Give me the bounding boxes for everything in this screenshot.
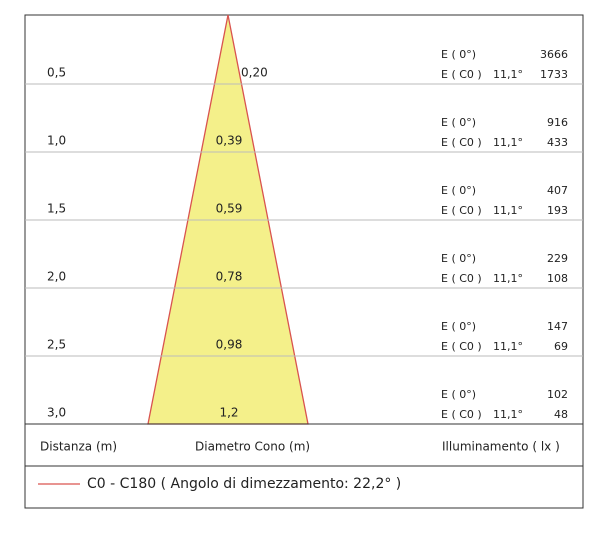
frame bbox=[24, 14, 584, 509]
rows: 0,5 0,20 E ( 0°) 3666 E ( C0 ) 11,1° 1733 1,0 0,… bbox=[25, 48, 583, 421]
footer-label: Diametro Cono (m) bbox=[195, 440, 310, 454]
ec0-label: E ( C0 ) bbox=[441, 272, 482, 285]
e0-label: E ( 0°) bbox=[441, 184, 476, 197]
e0-value: 102 bbox=[547, 388, 568, 401]
e0-value: 916 bbox=[547, 116, 568, 129]
distance: 2,5 bbox=[47, 338, 66, 352]
angle: 11,1° bbox=[493, 408, 523, 421]
e0-label: E ( 0°) bbox=[441, 252, 476, 265]
diameter: 1,2 bbox=[219, 406, 238, 420]
ec0-label: E ( C0 ) bbox=[441, 408, 482, 421]
e0-value: 407 bbox=[547, 184, 568, 197]
footer-label: Distanza (m) bbox=[40, 440, 117, 454]
footer-label: Illuminamento ( lx ) bbox=[442, 440, 560, 454]
e0-value: 3666 bbox=[540, 48, 568, 61]
distance: 1,0 bbox=[47, 134, 66, 148]
distance: 0,5 bbox=[47, 66, 66, 80]
angle: 11,1° bbox=[493, 272, 523, 285]
ec0-value: 193 bbox=[547, 204, 568, 217]
ec0-value: 1733 bbox=[540, 68, 568, 81]
diameter: 0,78 bbox=[216, 270, 243, 284]
diameter: 0,98 bbox=[216, 338, 243, 352]
angle: 11,1° bbox=[493, 136, 523, 149]
angle: 11,1° bbox=[493, 340, 523, 353]
e0-label: E ( 0°) bbox=[441, 320, 476, 333]
e0-value: 229 bbox=[547, 252, 568, 265]
angle: 11,1° bbox=[493, 68, 523, 81]
diameter: 0,20 bbox=[241, 66, 268, 80]
ec0-label: E ( C0 ) bbox=[441, 204, 482, 217]
ec0-label: E ( C0 ) bbox=[441, 136, 482, 149]
distance: 3,0 bbox=[47, 406, 66, 420]
legend-label: C0 - C180 ( Angolo di dimezzamento: 22,2… bbox=[87, 476, 401, 492]
e0-label: E ( 0°) bbox=[441, 388, 476, 401]
distance: 2,0 bbox=[47, 270, 66, 284]
distance: 1,5 bbox=[47, 202, 66, 216]
e0-value: 147 bbox=[547, 320, 568, 333]
ec0-value: 69 bbox=[554, 340, 568, 353]
ec0-value: 108 bbox=[547, 272, 568, 285]
ec0-label: E ( C0 ) bbox=[441, 68, 482, 81]
diameter: 0,59 bbox=[216, 202, 243, 216]
angle: 11,1° bbox=[493, 204, 523, 217]
e0-label: E ( 0°) bbox=[441, 116, 476, 129]
diameter: 0,39 bbox=[216, 134, 243, 148]
ec0-value: 433 bbox=[547, 136, 568, 149]
ec0-label: E ( C0 ) bbox=[441, 340, 482, 353]
e0-label: E ( 0°) bbox=[441, 48, 476, 61]
ec0-value: 48 bbox=[554, 408, 568, 421]
